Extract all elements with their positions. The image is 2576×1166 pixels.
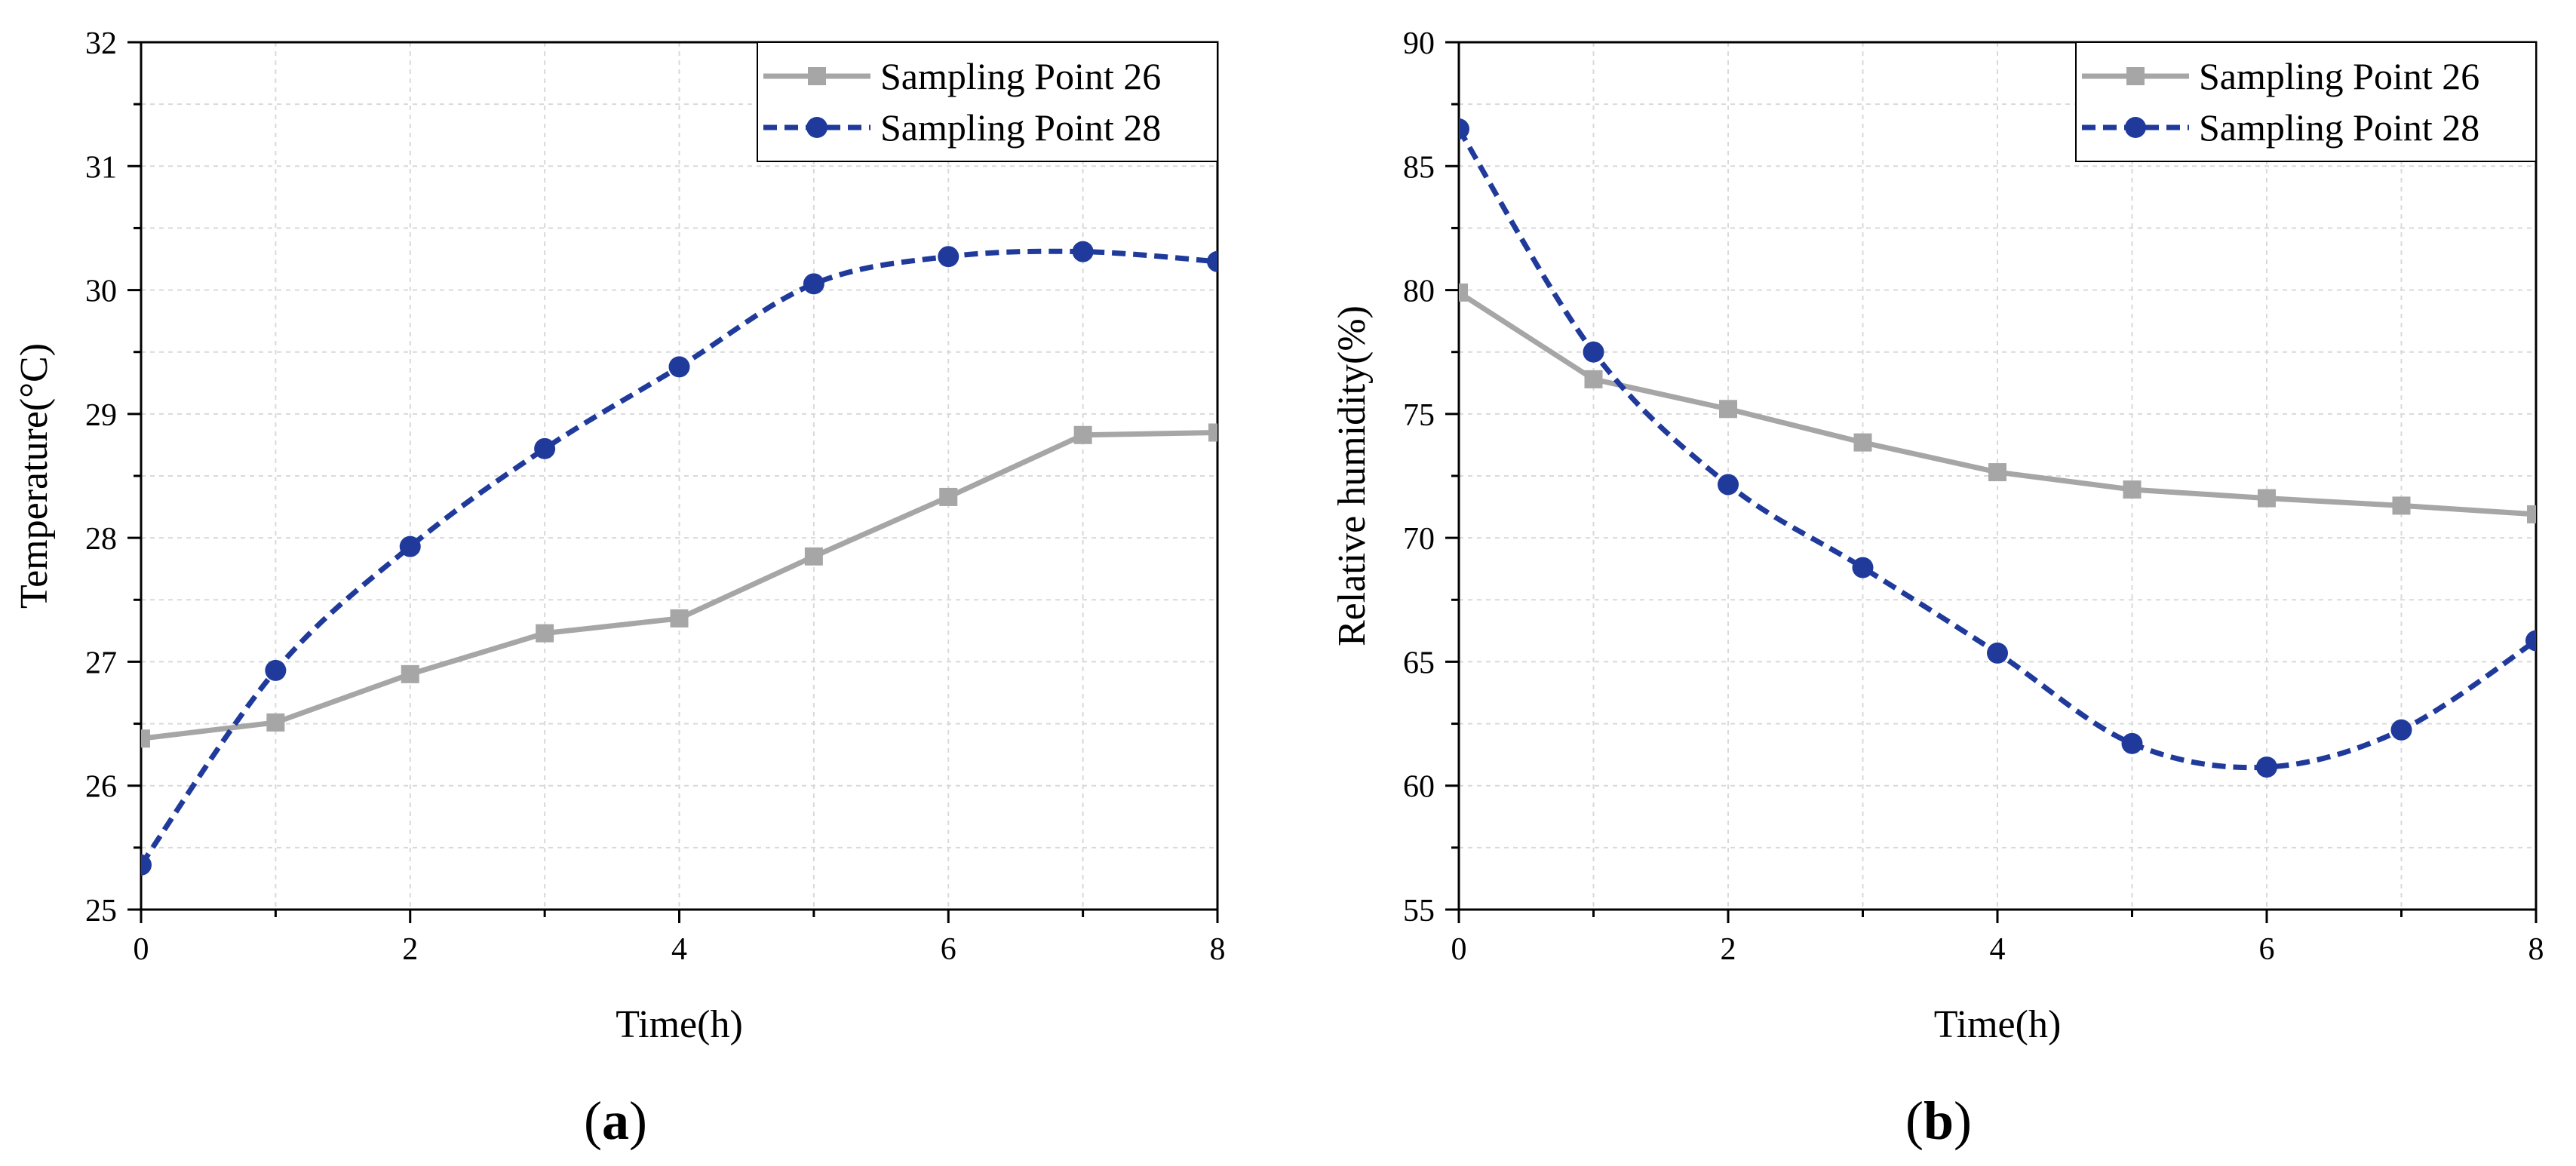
legend-box <box>757 41 1218 162</box>
legend-label: Sampling Point 28 <box>2199 106 2479 149</box>
y-tick-label: 55 <box>1403 894 1435 928</box>
legend: Sampling Point 26 Sampling Point 28 <box>757 41 1218 162</box>
data-point-square <box>1208 423 1217 442</box>
x-axis-title: Time(h) <box>1934 1003 2062 1046</box>
y-tick-label: 60 <box>1403 770 1435 805</box>
panel-label-letter: b <box>1924 1091 1954 1151</box>
data-point-square <box>2527 505 2536 523</box>
data-point-circle <box>1718 474 1739 496</box>
data-point-square <box>266 713 285 732</box>
data-point-circle <box>399 535 421 557</box>
x-tick-label: 0 <box>1451 932 1467 967</box>
legend-marker-square <box>2126 67 2145 85</box>
y-tick-label: 70 <box>1403 522 1435 557</box>
x-axis-title: Time(h) <box>616 1003 743 1046</box>
y-tick-label: 29 <box>85 398 117 433</box>
x-tick-label: 6 <box>941 932 956 967</box>
data-point-square <box>1459 283 1468 302</box>
y-tick-label: 65 <box>1403 646 1435 680</box>
x-tick-label: 6 <box>2259 932 2275 967</box>
data-point-square <box>2258 489 2276 508</box>
data-point-square <box>1988 463 2006 482</box>
data-point-square <box>1853 433 1872 452</box>
panel-label: (a) <box>584 1091 647 1151</box>
data-point-circle <box>534 437 556 459</box>
x-tick-label: 4 <box>1990 932 2006 967</box>
data-point-square <box>2123 480 2142 499</box>
data-point-square <box>1073 425 1092 444</box>
y-axis-title: Temperature(°C) <box>13 343 56 609</box>
data-point-circle <box>668 356 690 378</box>
data-point-square <box>536 624 554 643</box>
grid <box>141 42 1217 910</box>
data-point-circle <box>938 246 959 268</box>
data-point-circle <box>2390 719 2412 741</box>
data-point-square <box>804 547 823 566</box>
data-point-circle <box>265 659 287 681</box>
data-point-square <box>1584 370 1603 388</box>
x-tick-label: 0 <box>134 932 149 967</box>
series-1 <box>141 423 1217 748</box>
legend-marker-circle <box>806 117 827 138</box>
series-2 <box>1459 118 2536 778</box>
legend: Sampling Point 26 Sampling Point 28 <box>2075 41 2537 162</box>
y-tick-label: 75 <box>1403 398 1435 433</box>
y-tick-label: 90 <box>1403 26 1435 61</box>
data-point-square <box>939 487 958 506</box>
y-tick-label: 28 <box>85 522 117 557</box>
series-2 <box>141 241 1217 876</box>
legend-label: Sampling Point 26 <box>880 55 1161 97</box>
data-point-square <box>401 664 419 683</box>
data-point-circle <box>1987 642 2008 664</box>
x-tick-label: 8 <box>2528 932 2544 967</box>
data-point-circle <box>1852 557 1874 578</box>
data-point-circle <box>2525 630 2536 652</box>
data-point-square <box>141 729 150 748</box>
data-point-circle <box>2256 756 2277 778</box>
data-point-circle <box>2121 732 2143 754</box>
legend-marker-circle <box>2125 117 2146 138</box>
data-point-square <box>670 609 689 627</box>
y-tick-label: 26 <box>85 770 117 805</box>
data-point-square <box>1719 400 1737 419</box>
panel-label-close: ) <box>629 1091 647 1151</box>
y-tick-label: 25 <box>85 894 117 928</box>
x-tick-label: 4 <box>671 932 687 967</box>
series-line <box>1459 127 2536 771</box>
y-tick-label: 27 <box>85 646 117 680</box>
x-tick-label: 2 <box>1721 932 1736 967</box>
x-tick-label: 2 <box>402 932 418 967</box>
y-tick-label: 31 <box>85 150 117 185</box>
legend-label: Sampling Point 28 <box>880 106 1161 149</box>
panel-label-letter: a <box>602 1091 629 1151</box>
panel-label-close: ) <box>1954 1091 1972 1151</box>
y-tick-label: 80 <box>1403 275 1435 309</box>
y-tick-label: 30 <box>85 275 117 309</box>
x-tick-label: 8 <box>1210 932 1226 967</box>
data-point-square <box>2392 496 2411 515</box>
y-tick-label: 32 <box>85 26 117 61</box>
data-point-circle <box>1072 241 1094 262</box>
data-point-circle <box>141 854 152 876</box>
chart-panel-b: 0 2 4 6 8 55 60 65 70 75 80 85 90 Time(h) Relative hum… <box>1331 26 2544 1151</box>
legend-box <box>2075 41 2537 162</box>
legend-marker-square <box>808 67 826 85</box>
data-point-circle <box>1583 341 1604 363</box>
data-point-circle <box>803 273 824 295</box>
series-line <box>141 248 1217 867</box>
data-point-circle <box>1207 250 1217 272</box>
y-axis-title: Relative humidity(%) <box>1331 305 1374 646</box>
panel-label: (b) <box>1905 1091 1972 1151</box>
chart-panel-a: 0 2 4 6 8 25 26 27 28 29 30 31 32 Time(h) Temperature(… <box>13 26 1226 1151</box>
panel-label-open: ( <box>1905 1091 1924 1151</box>
data-point-circle <box>1459 118 1469 140</box>
y-tick-label: 85 <box>1403 150 1435 185</box>
panel-label-open: ( <box>584 1091 602 1151</box>
legend-label: Sampling Point 26 <box>2199 55 2479 97</box>
series-1 <box>1459 283 2536 523</box>
